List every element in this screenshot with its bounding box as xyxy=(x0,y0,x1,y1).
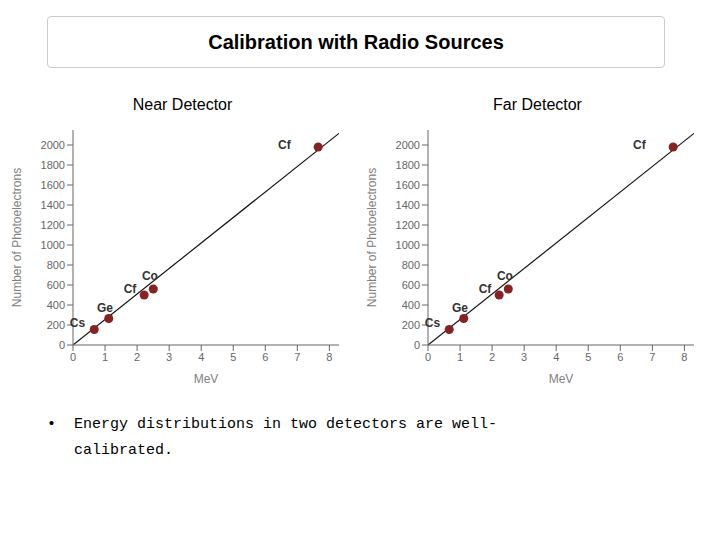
svg-text:1400: 1400 xyxy=(41,199,65,211)
svg-text:6: 6 xyxy=(262,351,268,363)
html-text:calibrated.: calibrated. xyxy=(47,442,173,459)
svg-text:Cf: Cf xyxy=(278,138,292,152)
svg-text:1400: 1400 xyxy=(396,199,420,211)
svg-text:Co: Co xyxy=(497,269,513,283)
svg-text:2: 2 xyxy=(134,351,140,363)
svg-text:600: 600 xyxy=(47,279,65,291)
html-text:• Energy distributions in two: • Energy distributions in two detectors … xyxy=(47,416,498,433)
svg-text:Cf: Cf xyxy=(633,138,647,152)
svg-text:Cs: Cs xyxy=(425,316,441,330)
svg-text:8: 8 xyxy=(326,351,332,363)
svg-text:4: 4 xyxy=(553,351,559,363)
svg-text:2000: 2000 xyxy=(41,139,65,151)
svg-text:8: 8 xyxy=(681,351,687,363)
svg-text:400: 400 xyxy=(47,299,65,311)
svg-text:0: 0 xyxy=(425,351,431,363)
svg-text:Ge: Ge xyxy=(452,301,468,315)
svg-text:1000: 1000 xyxy=(396,239,420,251)
svg-text:1000: 1000 xyxy=(41,239,65,251)
svg-text:4: 4 xyxy=(198,351,204,363)
svg-text:7: 7 xyxy=(294,351,300,363)
svg-text:1600: 1600 xyxy=(41,179,65,191)
svg-text:MeV: MeV xyxy=(194,372,219,386)
svg-text:1: 1 xyxy=(102,351,108,363)
svg-text:5: 5 xyxy=(585,351,591,363)
svg-text:0: 0 xyxy=(414,339,420,351)
svg-text:Number of Photoelectrons: Number of Photoelectrons xyxy=(365,168,379,307)
svg-text:Cf: Cf xyxy=(479,282,493,296)
svg-text:1200: 1200 xyxy=(41,219,65,231)
svg-text:1600: 1600 xyxy=(396,179,420,191)
svg-text:Ge: Ge xyxy=(97,301,113,315)
html-text:Far Detector: Far Detector xyxy=(493,96,582,113)
svg-text:2000: 2000 xyxy=(396,139,420,151)
html-text:Calibration with Radio Sources: Calibration with Radio Sources xyxy=(208,30,504,53)
svg-text:1200: 1200 xyxy=(396,219,420,231)
svg-text:200: 200 xyxy=(47,319,65,331)
svg-text:1800: 1800 xyxy=(41,159,65,171)
svg-text:600: 600 xyxy=(402,279,420,291)
svg-text:6: 6 xyxy=(617,351,623,363)
svg-text:1: 1 xyxy=(457,351,463,363)
svg-text:800: 800 xyxy=(47,259,65,271)
svg-text:5: 5 xyxy=(230,351,236,363)
html-text:Near Detector: Near Detector xyxy=(132,96,233,113)
svg-text:3: 3 xyxy=(166,351,172,363)
svg-text:MeV: MeV xyxy=(549,372,574,386)
svg-text:1800: 1800 xyxy=(396,159,420,171)
svg-text:7: 7 xyxy=(649,351,655,363)
svg-text:400: 400 xyxy=(402,299,420,311)
svg-text:0: 0 xyxy=(59,339,65,351)
svg-text:Cf: Cf xyxy=(124,282,138,296)
svg-text:800: 800 xyxy=(402,259,420,271)
svg-text:3: 3 xyxy=(521,351,527,363)
svg-text:Cs: Cs xyxy=(70,316,86,330)
svg-text:0: 0 xyxy=(70,351,76,363)
svg-text:200: 200 xyxy=(402,319,420,331)
svg-text:2: 2 xyxy=(489,351,495,363)
svg-text:Co: Co xyxy=(142,269,158,283)
svg-text:Number of Photoelectrons: Number of Photoelectrons xyxy=(10,168,24,307)
